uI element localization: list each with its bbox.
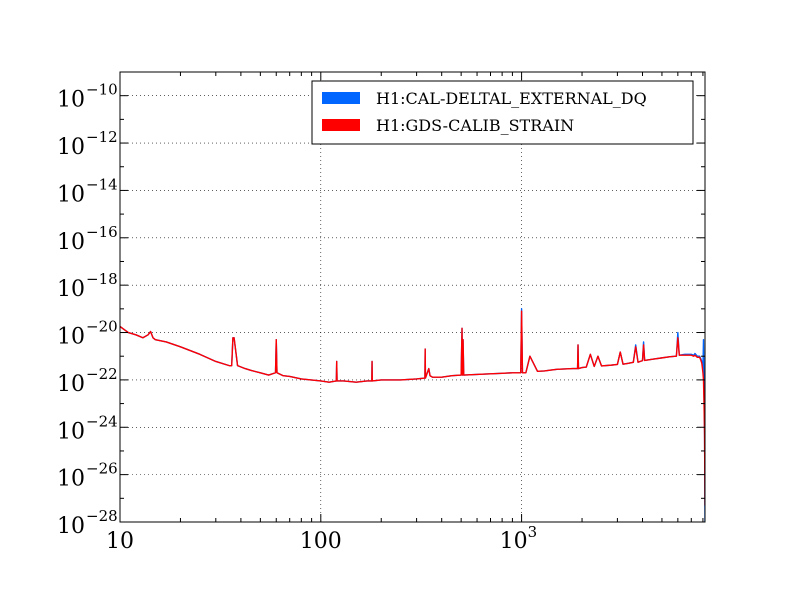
x-tick-exponent: 3 — [528, 523, 538, 541]
legend-box — [311, 80, 694, 145]
y-tick-exponent: −26 — [86, 460, 118, 478]
legend-label-series-2: H1:GDS-CALIB_STRAIN — [376, 116, 574, 135]
y-tick-label: 10 — [57, 419, 85, 444]
y-tick-exponent: −10 — [86, 81, 118, 99]
y-tick-label: 10 — [57, 230, 85, 255]
legend-swatch-series-2 — [322, 119, 360, 131]
y-tick-exponent: −22 — [86, 365, 118, 383]
series-line-2 — [120, 310, 705, 506]
y-tick-label: 10 — [57, 88, 85, 113]
y-axis-tick-labels: 10−1010−1210−1410−1610−1810−2010−2210−24… — [57, 81, 118, 539]
x-tick-label: 10 — [106, 529, 134, 554]
x-tick-label: 10 — [500, 529, 528, 554]
y-tick-exponent: −28 — [86, 507, 118, 525]
x-tick-label: 100 — [300, 529, 342, 554]
y-tick-label: 10 — [57, 135, 85, 160]
axis-ticks — [119, 72, 705, 523]
plot-frame — [119, 71, 706, 523]
y-tick-label: 10 — [57, 277, 85, 302]
x-axis-tick-labels: 10 100 10 3 — [106, 523, 537, 554]
y-tick-label: 10 — [57, 467, 85, 492]
legend: H1:CAL-DELTAL_EXTERNAL_DQ H1:GDS-CALIB_S… — [311, 80, 694, 145]
y-tick-exponent: −12 — [86, 128, 118, 146]
y-tick-exponent: −14 — [86, 175, 118, 193]
legend-label-series-1: H1:CAL-DELTAL_EXTERNAL_DQ — [376, 89, 647, 108]
y-tick-label: 10 — [57, 182, 85, 207]
y-tick-exponent: −24 — [86, 412, 118, 430]
y-tick-label: 10 — [57, 372, 85, 397]
legend-swatch-series-1 — [322, 92, 360, 104]
y-tick-label: 10 — [57, 325, 85, 350]
series-layer — [120, 308, 705, 522]
y-tick-exponent: −18 — [86, 270, 118, 288]
y-tick-exponent: −16 — [86, 223, 118, 241]
y-tick-exponent: −20 — [86, 318, 118, 336]
y-tick-label: 10 — [57, 514, 85, 539]
